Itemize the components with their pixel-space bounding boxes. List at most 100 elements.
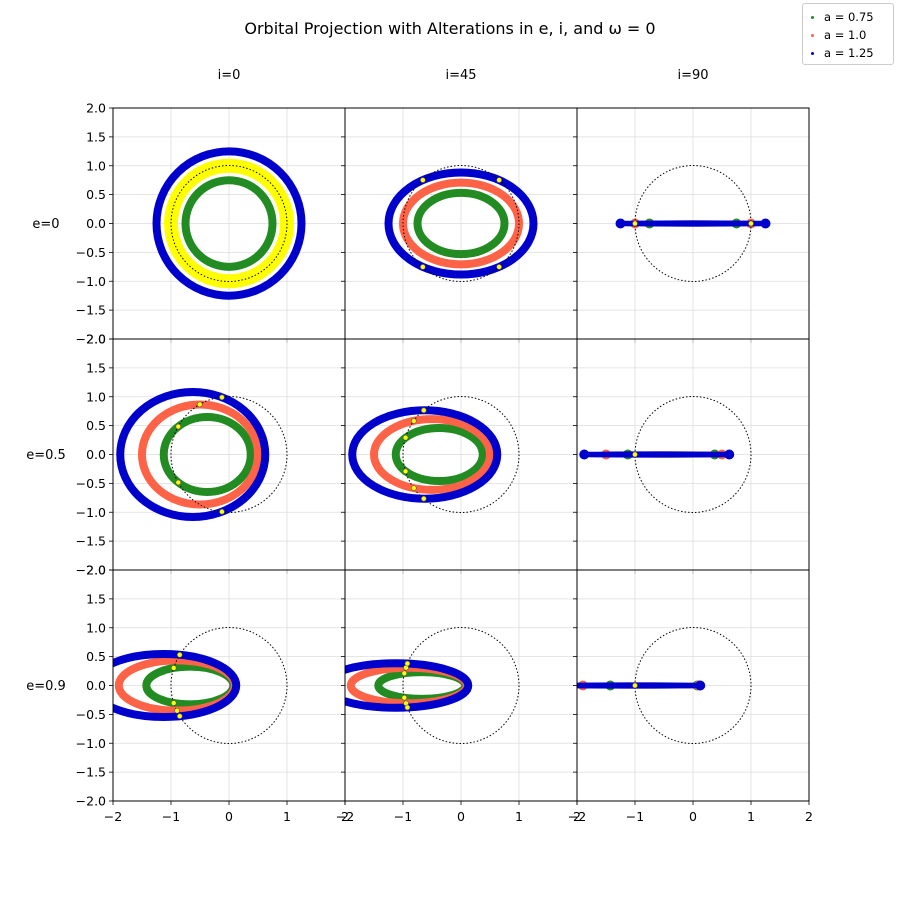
intersection-marker [420, 264, 426, 270]
y-tick-label: −0.5 [76, 245, 106, 260]
column-label-i90: i=90 [677, 68, 708, 83]
x-tick-label: −1 [394, 809, 412, 824]
intersection-marker [170, 700, 177, 706]
reference-circle [170, 627, 288, 744]
x-tick-label: 0 [689, 809, 697, 824]
x-tick-label: 1 [747, 809, 755, 824]
orbit-125 [581, 451, 732, 458]
orbit-125 [152, 147, 306, 300]
orbit-125 [618, 220, 768, 227]
legend-item-a125: a = 1.25 [811, 45, 874, 61]
orbit-125 [116, 387, 270, 522]
subplot-e0.9-i45 [341, 569, 578, 805]
y-tick-label: 1.5 [86, 129, 106, 144]
y-tick-label: 0.5 [86, 187, 106, 202]
orbit-end-marker [695, 680, 706, 691]
legend-label-a10: a = 1.0 [824, 28, 867, 42]
y-tick-label: 1.5 [86, 360, 106, 375]
reference-circle [402, 165, 520, 282]
reference-circle [634, 396, 752, 513]
y-tick-label: 1.0 [86, 389, 106, 404]
y-tick-label: 1.0 [86, 620, 106, 635]
gridlines [344, 338, 578, 571]
orbit-end-marker [579, 449, 590, 460]
y-tick-label: −2.0 [76, 794, 106, 809]
subplot-e0-i45 [341, 107, 578, 343]
intersection-marker [404, 660, 411, 667]
orbit-125 [113, 650, 241, 721]
legend: a = 0.75 a = 1.0 a = 1.25 [802, 3, 894, 65]
x-tick-label: −2 [336, 809, 354, 824]
intersection-marker [411, 485, 417, 491]
y-tick-label: 2.0 [86, 332, 106, 347]
legend-label-a125: a = 1.25 [824, 46, 874, 60]
x-tick-label: 2 [341, 809, 349, 824]
intersection-marker [175, 423, 182, 430]
gridlines [344, 107, 578, 340]
intersection-marker [404, 704, 411, 711]
x-tick-label: −2 [104, 809, 122, 824]
figure-title: Orbital Projection with Alterations in e… [244, 19, 655, 38]
intersection-marker [496, 177, 502, 183]
y-tick-label: −1.0 [76, 736, 106, 751]
orbit-125 [345, 659, 473, 712]
y-tick-label: −0.5 [76, 707, 106, 722]
intersection-marker [175, 479, 182, 486]
column-label-i45: i=45 [445, 68, 476, 83]
x-tick-label: 0 [457, 809, 465, 824]
orbit-10 [370, 415, 494, 494]
subplot-e0.5-i0 [109, 338, 346, 574]
y-tick-label: −1.5 [76, 534, 106, 549]
x-tick-label: 1 [283, 809, 291, 824]
x-tick-label: −1 [626, 809, 644, 824]
intersection-marker [401, 670, 408, 677]
intersection-marker [632, 682, 638, 689]
x-tick-label: 2 [805, 809, 813, 824]
intersection-marker [174, 707, 180, 714]
legend-marker-a075 [811, 16, 814, 19]
y-tick-label: 0.0 [86, 216, 106, 231]
y-tick-label: 2.0 [86, 101, 106, 116]
gridlines [112, 107, 346, 340]
intersection-marker [402, 468, 409, 475]
subplot-e0-i90 [573, 107, 810, 343]
y-tick-label: 0.5 [86, 418, 106, 433]
y-tick-label: −1.0 [76, 274, 106, 289]
reference-circle [170, 396, 288, 513]
y-tick-label: 0.5 [86, 649, 106, 664]
y-tick-label: −2.0 [76, 332, 106, 347]
intersection-marker [421, 407, 427, 414]
gridlines [112, 338, 346, 571]
column-label-i0: i=0 [218, 68, 241, 83]
x-tick-label: 1 [515, 809, 523, 824]
row-label-e05: e=0.5 [26, 448, 66, 463]
y-tick-label: −1.5 [76, 765, 106, 780]
intersection-marker [176, 713, 183, 719]
row-label-e0: e=0 [32, 217, 59, 232]
legend-item-a10: a = 1.0 [811, 27, 866, 43]
orbit-075 [159, 412, 255, 497]
subplot-e0.5-i45 [341, 338, 578, 574]
reference-circle [402, 627, 520, 744]
y-tick-label: 1.5 [86, 591, 106, 606]
x-tick-label: −1 [162, 809, 180, 824]
intersection-marker [219, 508, 225, 515]
orbit-end-marker [760, 218, 771, 229]
intersection-marker [411, 418, 417, 424]
legend-marker-a10 [811, 34, 814, 37]
reference-circle [170, 165, 288, 282]
intersection-marker [401, 694, 408, 701]
row-label-e09: e=0.9 [26, 679, 66, 694]
x-tick-label: −2 [568, 809, 586, 824]
intersection-marker [632, 451, 638, 458]
orbit-075 [413, 188, 509, 259]
reference-circle [402, 396, 520, 513]
legend-item-a075: a = 0.75 [811, 9, 874, 25]
legend-marker-a125 [811, 52, 814, 55]
x-tick-label: 2 [573, 809, 581, 824]
subplot-e0.9-i90 [573, 569, 810, 805]
subplot-e0.5-i90 [573, 338, 810, 574]
subplot-e0.9-i0 [109, 569, 346, 805]
intersection-marker [402, 434, 409, 441]
tick-labels: 2.01.51.00.50.0−0.5−1.0−1.5−2.02.01.51.0… [76, 101, 813, 825]
